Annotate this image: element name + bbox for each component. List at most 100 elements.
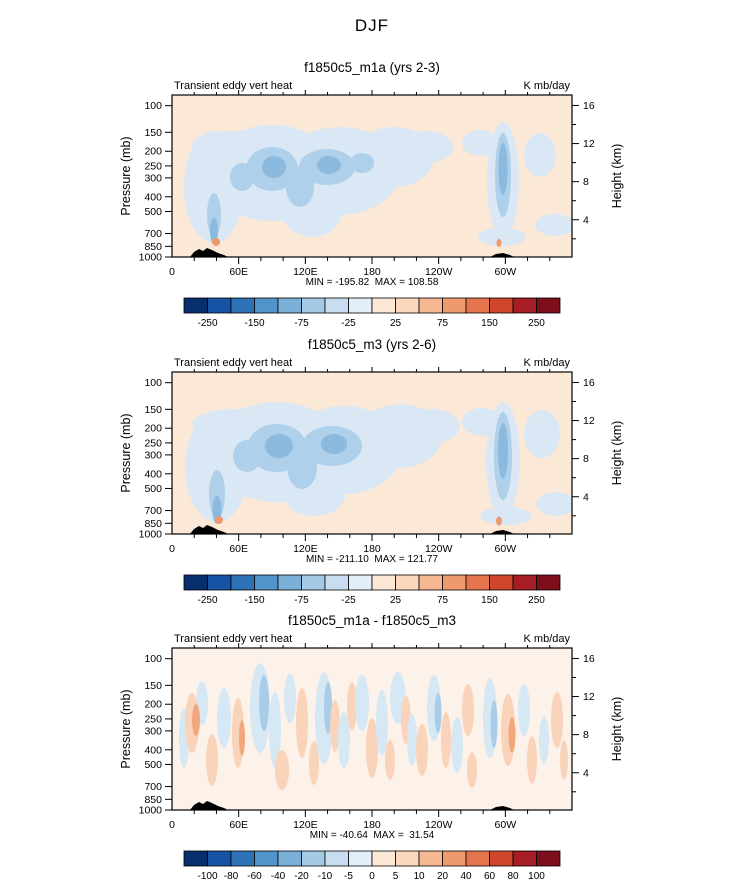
pressure-tick-label: 300: [144, 172, 162, 184]
height-tick-label: 4: [583, 214, 589, 226]
contour-blob: [286, 167, 314, 207]
colorbar-segment: [489, 574, 514, 591]
colorbar-segment: [277, 850, 302, 867]
pressure-tick-label: 500: [144, 759, 162, 771]
contour-blob: [462, 130, 498, 156]
height-tick-label: 12: [583, 691, 595, 703]
contour-blob: [321, 434, 347, 454]
pressure-tick-label: 150: [144, 127, 162, 139]
colorbar-segment: [183, 574, 208, 591]
colorbar-label: -5: [344, 871, 353, 882]
colorbar-segment: [230, 850, 255, 867]
x-tick-label: 60E: [229, 819, 248, 831]
contour-blob: [416, 724, 428, 776]
contour-blob: [217, 688, 231, 748]
pressure-axis-title: Pressure (mb): [119, 689, 133, 769]
contour-blob: [441, 712, 451, 768]
pressure-tick-label: 150: [144, 680, 162, 692]
height-tick-label: 8: [583, 176, 589, 188]
units-label: K mb/day: [523, 80, 570, 92]
contour-blob: [498, 143, 508, 195]
contour-blob: [309, 741, 319, 785]
colorbar-label: -75: [294, 318, 309, 329]
colorbar-segment: [207, 574, 232, 591]
colorbar-segment: [348, 297, 373, 314]
contour-blob: [239, 720, 245, 756]
panel-subtitle: f1850c5_m1a - f1850c5_m3: [287, 613, 457, 628]
height-tick-label: 16: [583, 377, 595, 389]
terrain-silhouette: [490, 806, 514, 810]
field-name-label: Transient eddy vert heat: [174, 80, 293, 92]
colorbar-segment: [254, 297, 279, 314]
contour-field: [172, 372, 572, 534]
contour-blob: [478, 228, 526, 246]
colorbar-label: 250: [528, 595, 545, 606]
colorbar-label: 250: [528, 318, 545, 329]
pressure-tick-label: 400: [144, 468, 162, 480]
colorbar-segment: [277, 297, 302, 314]
height-tick-label: 8: [583, 453, 589, 465]
colorbar-label: -60: [247, 871, 262, 882]
x-tick-label: 60W: [495, 266, 517, 278]
pressure-tick-label: 850: [144, 518, 162, 530]
pressure-tick-label: 1000: [139, 805, 163, 817]
contour-blob: [210, 218, 218, 244]
colorbar-segment: [324, 297, 349, 314]
contour-blob: [496, 516, 502, 526]
colorbar-segment: [371, 850, 396, 867]
pressure-tick-label: 200: [144, 699, 162, 711]
pressure-tick-label: 250: [144, 713, 162, 725]
colorbar-segment: [254, 574, 279, 591]
contour-blob: [535, 214, 572, 236]
x-tick-label: 0: [169, 543, 175, 555]
x-tick-label: 120E: [293, 266, 318, 278]
height-axis-title: Height (km): [610, 696, 624, 762]
colorbar-segment: [324, 574, 349, 591]
pressure-tick-label: 700: [144, 505, 162, 517]
x-tick-label: 60E: [229, 543, 248, 555]
height-tick-label: 16: [583, 653, 595, 665]
pressure-tick-label: 200: [144, 423, 162, 435]
contour-blob: [269, 692, 281, 768]
contour-blob: [508, 717, 516, 753]
contour-blob: [524, 410, 560, 458]
colorbar-label: -10: [318, 871, 333, 882]
pressure-tick-label: 850: [144, 241, 162, 253]
x-tick-label: 120E: [293, 819, 318, 831]
units-label: K mb/day: [523, 357, 570, 369]
colorbar-label: -40: [271, 871, 286, 882]
colorbar-segment: [536, 574, 561, 591]
height-tick-label: 12: [583, 415, 595, 427]
contour-blob: [451, 717, 463, 773]
contour-blob: [518, 684, 530, 736]
colorbar-segment: [254, 850, 279, 867]
colorbar-segment: [465, 850, 490, 867]
colorbar-segment: [207, 297, 232, 314]
colorbar-label: 100: [528, 871, 545, 882]
contour-blob: [462, 408, 502, 436]
colorbar-segment: [465, 574, 490, 591]
colorbar-label: -25: [341, 318, 356, 329]
colorbar-segment: [301, 297, 326, 314]
pressure-tick-label: 500: [144, 206, 162, 218]
x-tick-label: 180: [363, 266, 381, 278]
colorbar-segment: [512, 850, 537, 867]
colorbar-segment: [207, 850, 232, 867]
colorbar-segment: [230, 574, 255, 591]
contour-blob: [480, 507, 532, 525]
contour-blob: [338, 712, 350, 768]
contour-blob: [524, 133, 556, 177]
field-name-label: Transient eddy vert heat: [174, 357, 293, 369]
colorbar-segment: [418, 850, 443, 867]
pressure-axis-title: Pressure (mb): [119, 136, 133, 216]
height-axis-title: Height (km): [610, 420, 624, 486]
x-tick-label: 60W: [495, 543, 517, 555]
pressure-tick-label: 100: [144, 100, 162, 112]
contour-blob: [275, 750, 289, 790]
pressure-tick-label: 150: [144, 404, 162, 416]
contour-blob: [212, 238, 220, 246]
colorbar-label: 25: [390, 595, 402, 606]
colorbar-segment: [512, 574, 537, 591]
